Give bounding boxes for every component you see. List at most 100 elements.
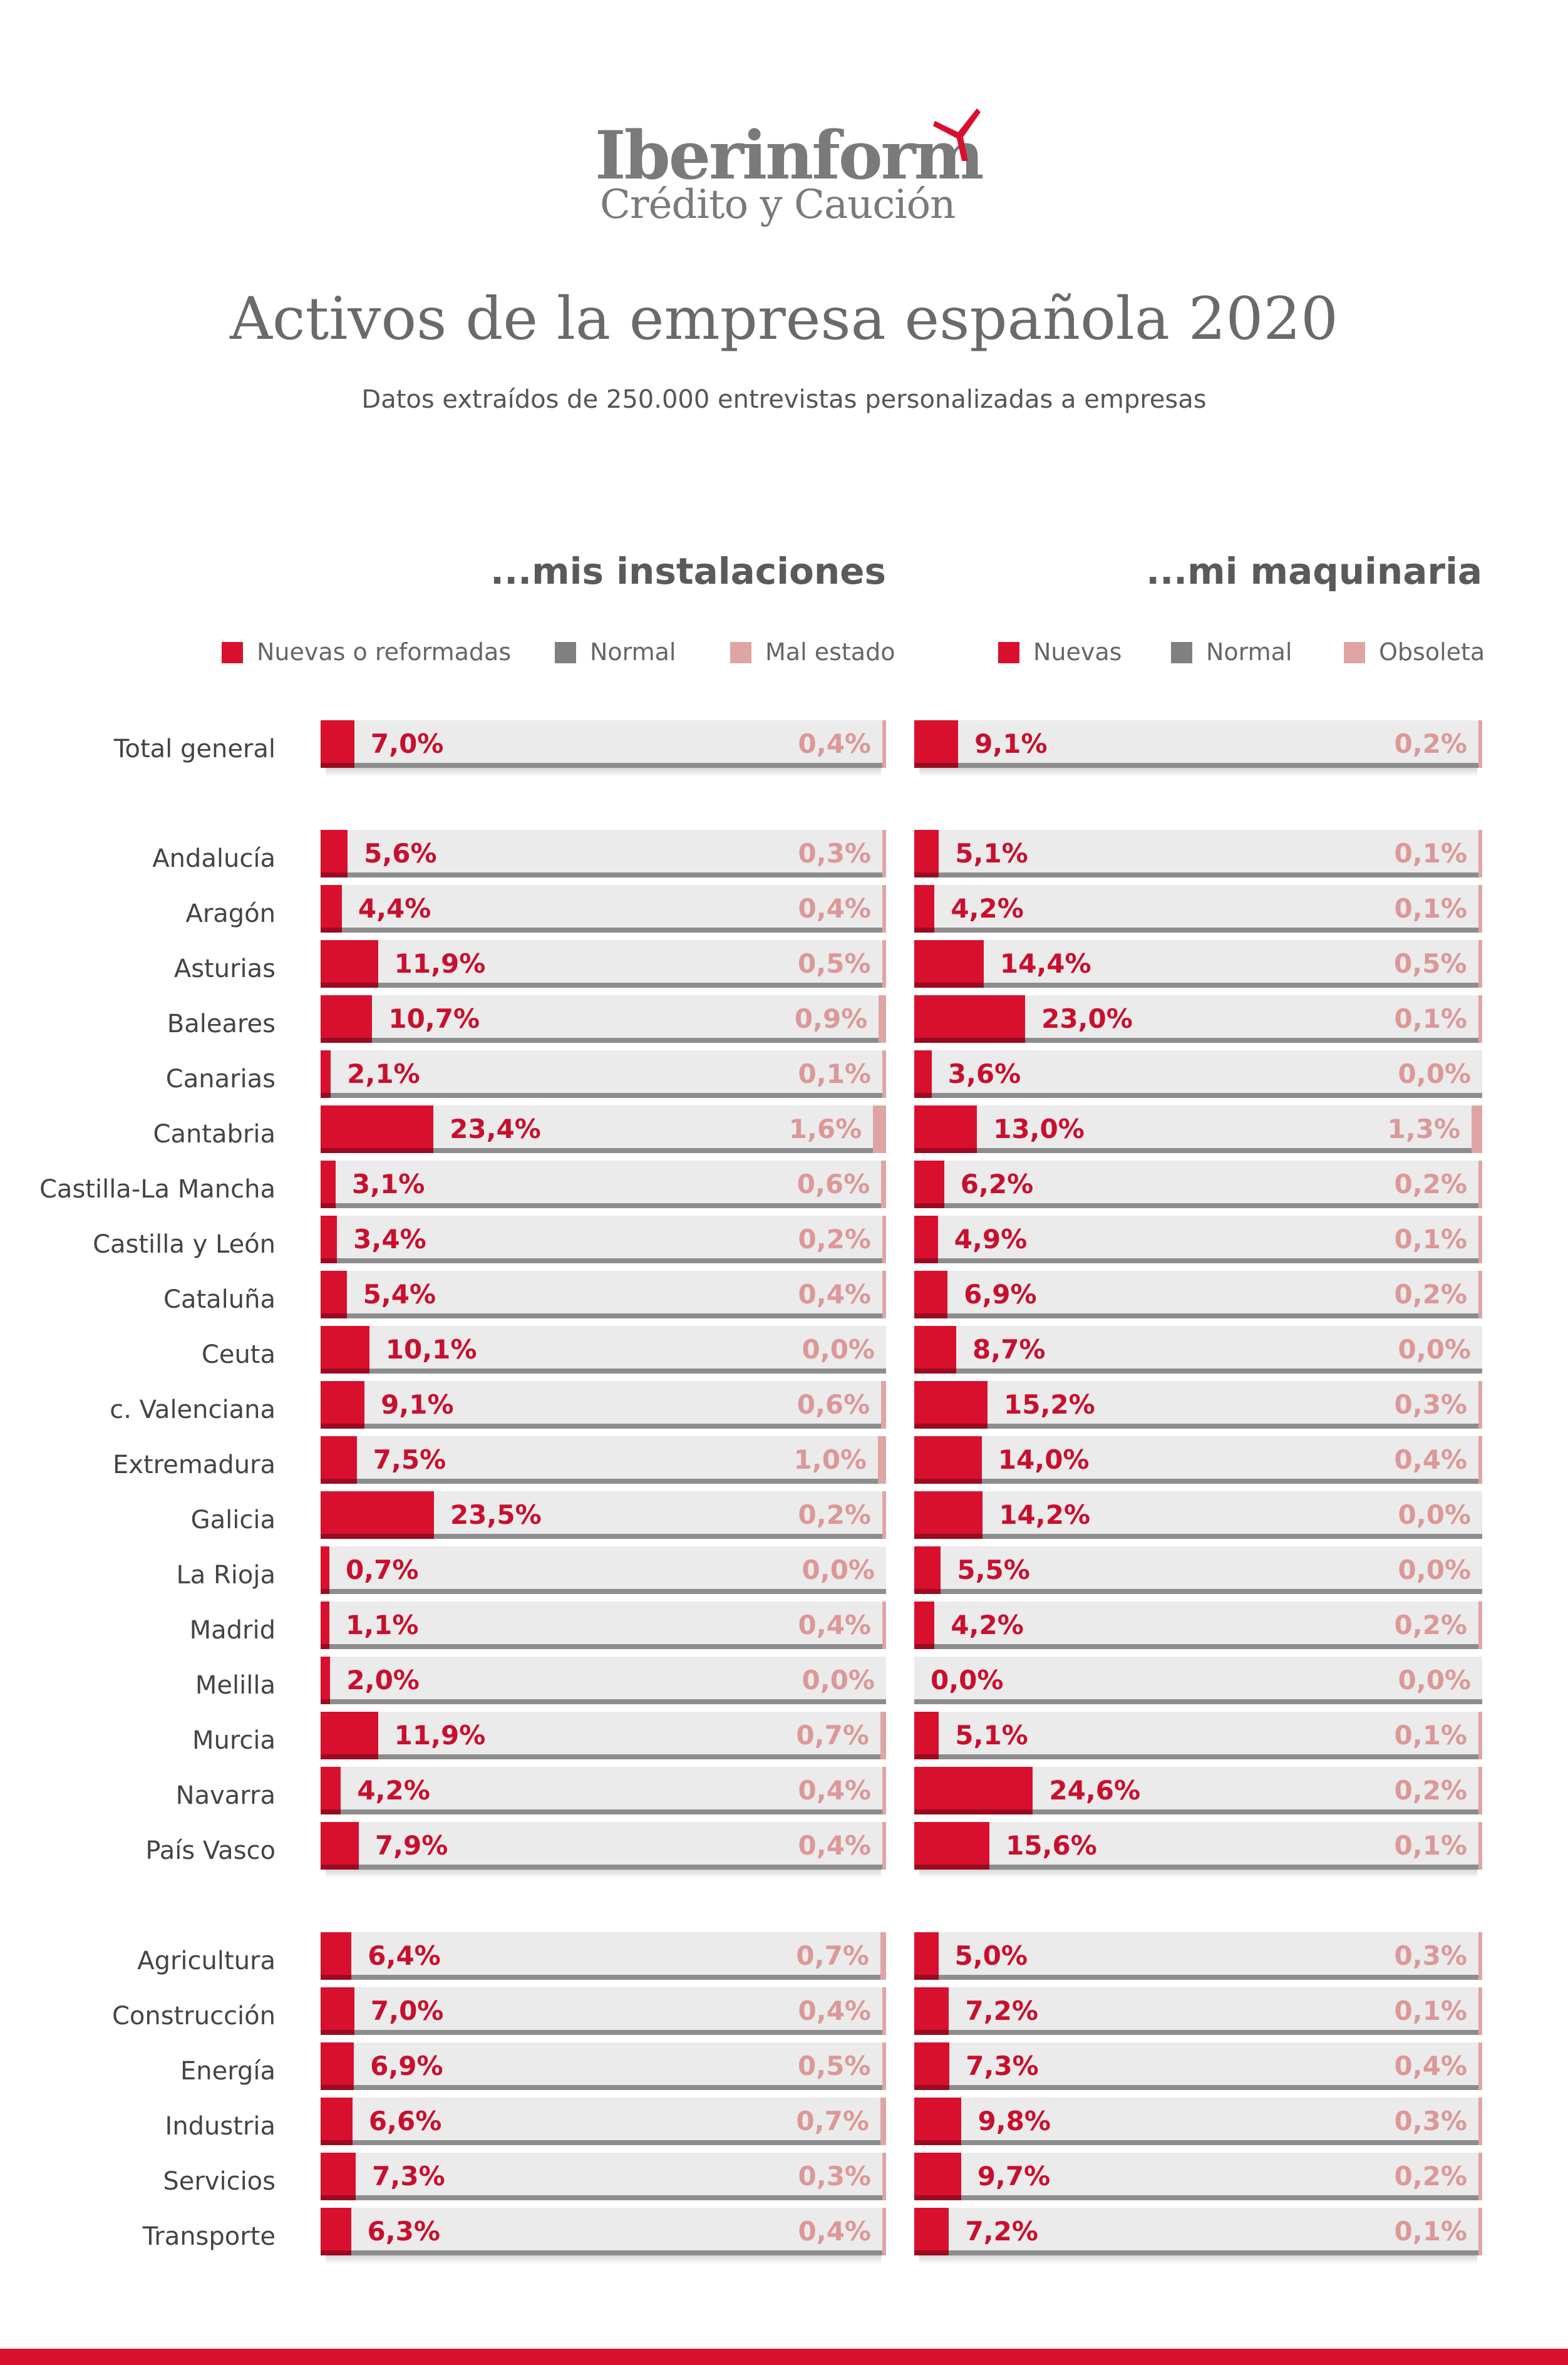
bar-new-segment: [914, 1050, 932, 1098]
panel-title-maquinaria: ...mi maquinaria: [1146, 550, 1482, 593]
legend-label-normal-machinery: Normal: [1206, 638, 1292, 666]
bar-new-shadow: [914, 2085, 950, 2090]
bar-bottom-shadow: [321, 1093, 886, 1098]
bar-new-segment: [321, 1381, 365, 1429]
bar-new-shadow: [321, 1424, 365, 1429]
bar-new-segment: [914, 1712, 939, 1759]
bar-bottom-shadow: [321, 2030, 886, 2035]
bar-normal-segment: [914, 2153, 1482, 2200]
bar-normal-segment: [914, 1105, 1482, 1153]
data-label-new: 4,2%: [951, 893, 1024, 924]
legend-swatch-normal: [555, 642, 576, 663]
bar-normal-segment: [914, 885, 1482, 933]
data-label-bad: 0,6%: [797, 1169, 870, 1199]
bar-bottom-shadow: [914, 1369, 1482, 1374]
bar-normal-segment: [321, 720, 886, 768]
bar-new-segment: [914, 885, 935, 933]
bar-bottom-shadow: [321, 1699, 886, 1704]
bar-normal-segment: [321, 1767, 886, 1814]
bar-bottom-shadow: [914, 1038, 1482, 1043]
bar-row: 7,3% 0,3%: [321, 2153, 886, 2200]
bar-bad-segment: [1478, 1822, 1482, 1870]
bar-new-segment: [321, 885, 342, 933]
bar-row: 6,9% 0,2%: [914, 1271, 1482, 1318]
bar-normal-segment: [914, 1161, 1482, 1208]
data-label-bad: 0,7%: [796, 1940, 869, 1971]
legend-swatch-normal-machinery: [1171, 642, 1192, 663]
bar-new-segment: [321, 1822, 359, 1870]
row-label: Cantabria: [153, 1120, 276, 1149]
bar-bottom-shadow: [321, 1644, 886, 1649]
data-label-new: 7,3%: [372, 2161, 445, 2192]
bar-new-shadow: [321, 1699, 331, 1704]
bar-new-segment: [321, 1216, 338, 1263]
row-label: Castilla y León: [93, 1230, 276, 1259]
bar-bottom-shadow: [321, 2195, 886, 2200]
bar-row: 4,9% 0,1%: [914, 1216, 1482, 1263]
bar-bad-segment: [878, 1436, 886, 1484]
bar-normal-segment: [914, 1602, 1482, 1649]
legend-instalaciones: Nuevas o reformadas Normal Mal estado: [0, 637, 1568, 667]
bar-new-segment: [914, 1161, 944, 1208]
row-label: Total general: [113, 735, 276, 763]
data-label-bad: 0,0%: [1398, 1058, 1471, 1089]
bar-bad-segment: [1472, 1105, 1482, 1153]
bar-row: 10,7% 0,9%: [321, 995, 886, 1043]
bar-new-segment: [321, 2208, 351, 2255]
bar-normal-segment: [321, 1932, 886, 1980]
bar-bottom-shadow: [914, 2140, 1482, 2145]
data-label-bad: 0,4%: [798, 2216, 871, 2247]
swoosh-mark-icon: [933, 108, 981, 161]
data-label-bad: 0,0%: [1398, 1555, 1471, 1585]
bar-new-shadow: [321, 2030, 354, 2035]
data-label-bad: 0,4%: [798, 1775, 871, 1806]
bar-row: 14,0% 0,4%: [914, 1436, 1482, 1484]
bar-bad-segment: [1478, 940, 1482, 988]
bar-bad-segment: [882, 720, 886, 768]
data-label-bad: 0,1%: [1394, 2216, 1467, 2247]
row-label: Agricultura: [137, 1947, 276, 1975]
bar-bad-segment: [879, 995, 886, 1043]
bar-normal-segment: [914, 1381, 1482, 1429]
bar-normal-segment: [321, 1987, 886, 2035]
bar-normal-segment: [321, 1436, 886, 1484]
bar-row: 23,0% 0,1%: [914, 995, 1482, 1043]
data-label-new: 6,9%: [964, 1279, 1037, 1310]
data-label-new: 6,2%: [960, 1169, 1034, 1199]
group-shadow: [919, 1870, 1477, 1878]
data-label-bad: 0,1%: [1394, 1720, 1467, 1751]
row-label: Madrid: [189, 1616, 276, 1645]
bar-normal-segment: [914, 1326, 1482, 1374]
data-label-new: 9,1%: [974, 728, 1048, 759]
bar-new-segment: [321, 2153, 356, 2200]
data-label-new: 0,0%: [931, 1665, 1004, 1695]
bar-row: 6,6% 0,7%: [321, 2098, 886, 2145]
row-label: Transporte: [142, 2222, 276, 2251]
data-label-new: 1,1%: [346, 1610, 419, 1640]
data-label-new: 7,5%: [373, 1444, 446, 1475]
bar-new-segment: [914, 1987, 949, 2035]
bar-new-shadow: [321, 1093, 331, 1098]
bar-bad-segment: [880, 1712, 886, 1759]
bar-bottom-shadow: [321, 928, 886, 933]
bar-new-shadow: [321, 2195, 356, 2200]
data-label-bad: 0,2%: [798, 1499, 871, 1530]
data-label-new: 23,5%: [450, 1499, 542, 1530]
bar-normal-segment: [914, 1271, 1482, 1318]
bar-new-shadow: [321, 928, 342, 933]
data-label-bad: 0,5%: [1394, 948, 1467, 979]
data-label-new: 14,4%: [999, 948, 1091, 979]
bar-bad-segment: [1478, 1602, 1482, 1649]
data-label-new: 5,6%: [364, 838, 437, 869]
data-label-bad: 0,6%: [797, 1389, 870, 1420]
bar-bottom-shadow: [321, 1479, 886, 1484]
bar-new-shadow: [321, 1754, 378, 1759]
data-label-new: 9,8%: [977, 2106, 1051, 2136]
row-label: La Rioja: [176, 1561, 276, 1590]
bar-bottom-shadow: [321, 1865, 886, 1870]
bar-normal-segment: [321, 1326, 886, 1374]
data-label-new: 15,6%: [1006, 1830, 1097, 1861]
bar-new-segment: [321, 1767, 341, 1814]
data-label-bad: 0,4%: [798, 1279, 871, 1310]
data-label-bad: 0,2%: [1394, 1279, 1467, 1310]
